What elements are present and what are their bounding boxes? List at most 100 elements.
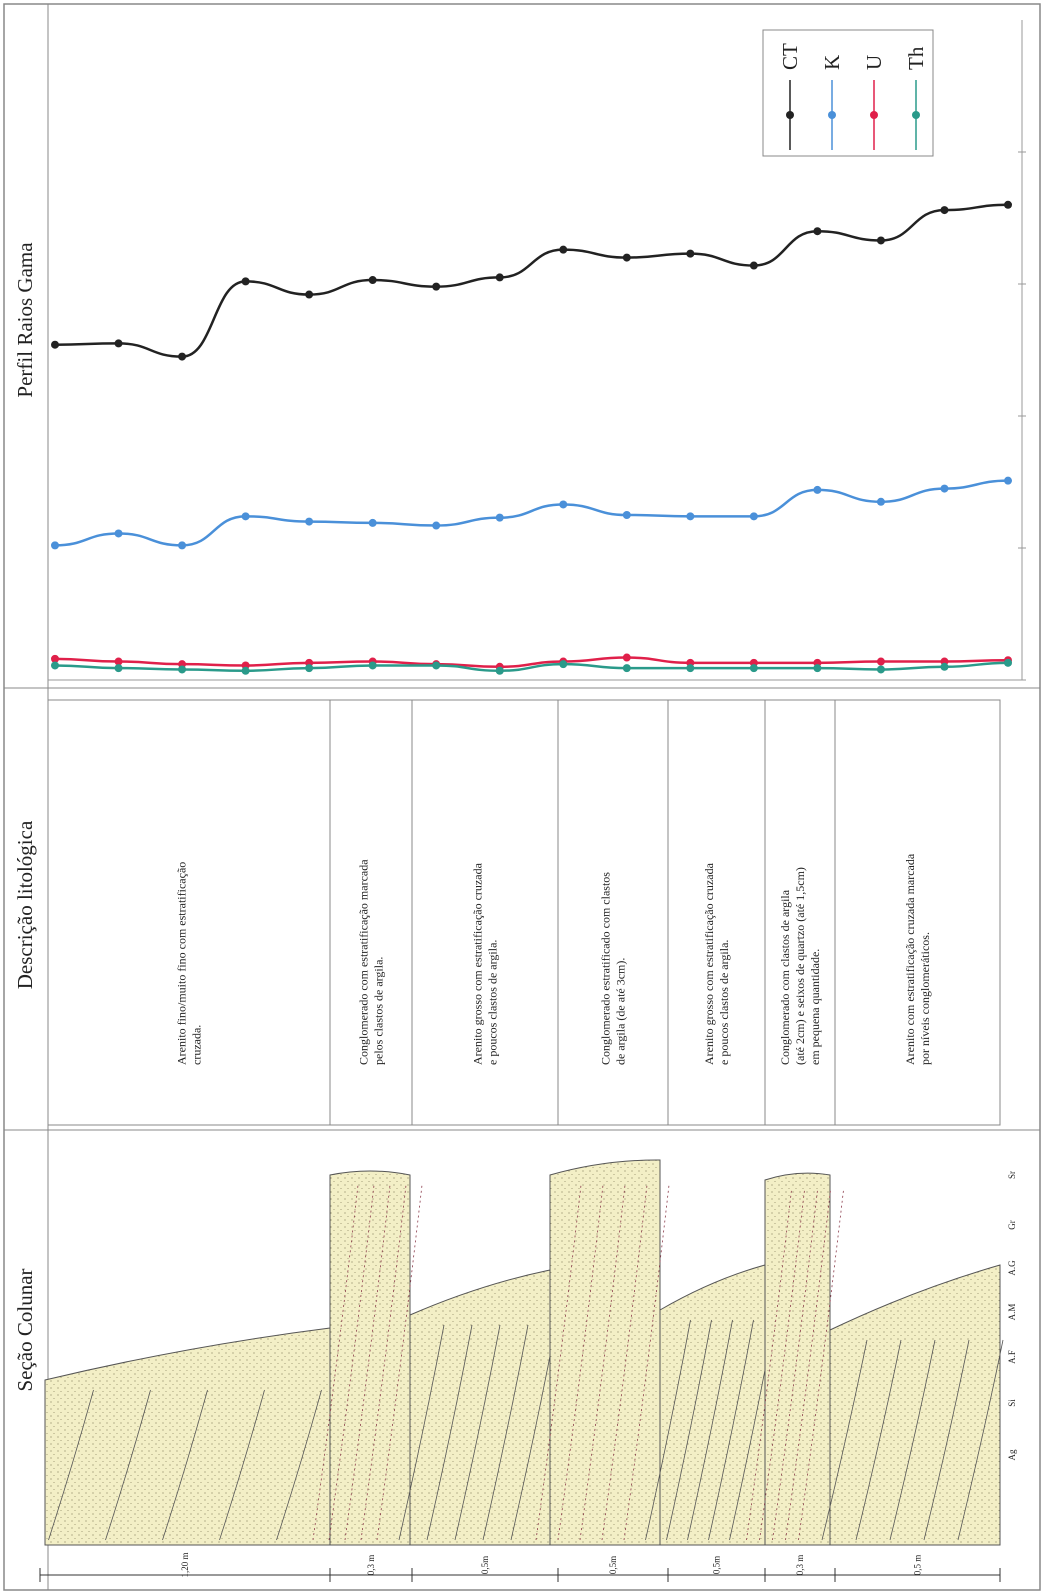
data-point xyxy=(368,661,377,670)
data-point xyxy=(114,664,123,673)
data-point xyxy=(622,511,631,519)
data-point xyxy=(1004,476,1012,485)
data-point xyxy=(495,666,504,675)
description-line: Conglomerado estratificado com clastos xyxy=(599,872,613,1065)
data-point xyxy=(622,664,631,673)
series-line xyxy=(54,661,1009,673)
data-point xyxy=(51,661,59,670)
cross-bed xyxy=(344,1184,391,1541)
cross-bed xyxy=(398,1324,445,1541)
data-point xyxy=(876,657,885,666)
data-point xyxy=(876,236,885,245)
bed xyxy=(764,1172,831,1546)
legend-dot xyxy=(912,111,920,119)
cross-bed xyxy=(746,1189,792,1541)
description-line: e poucos clastos de argila. xyxy=(717,940,731,1065)
cross-bed xyxy=(601,1184,648,1541)
grain-size-label: Si xyxy=(1007,1399,1017,1407)
data-point xyxy=(876,665,885,674)
description-line: Arenito grosso com estratificação cruzad… xyxy=(702,862,716,1065)
data-point xyxy=(368,518,377,527)
legend-label: U xyxy=(862,55,886,70)
bed xyxy=(44,1327,331,1546)
thickness-label: 0,5m xyxy=(712,1556,722,1574)
series-line xyxy=(54,656,1009,669)
data-point xyxy=(241,666,250,675)
data-point xyxy=(114,529,123,538)
data-point xyxy=(495,513,504,522)
thickness-label: 0,3 m xyxy=(366,1555,376,1576)
data-point xyxy=(305,290,314,299)
data-point xyxy=(305,664,314,673)
cross-bed xyxy=(360,1184,407,1541)
data-point xyxy=(940,206,949,215)
cross-bed xyxy=(328,1184,375,1541)
cross-bed xyxy=(772,1189,818,1541)
grain-size-label: A.F xyxy=(1007,1350,1017,1364)
legend-label: CT xyxy=(778,43,802,70)
cross-bed xyxy=(48,1389,94,1541)
data-point xyxy=(813,485,822,494)
cross-bed xyxy=(454,1324,501,1541)
data-point xyxy=(749,664,758,673)
cross-bed xyxy=(535,1184,582,1541)
description-line: Conglomerado com clastos de argila xyxy=(778,889,792,1065)
thickness-label: 0,5m xyxy=(608,1556,618,1574)
cross-bed xyxy=(105,1389,151,1541)
data-point xyxy=(940,662,949,671)
data-point xyxy=(305,517,314,526)
data-point xyxy=(749,512,758,521)
data-point xyxy=(1004,200,1012,209)
cross-bed xyxy=(889,1339,936,1541)
data-point xyxy=(178,352,187,361)
data-point xyxy=(622,653,631,662)
cross-bed xyxy=(957,1339,1004,1541)
cross-bed xyxy=(623,1184,670,1541)
data-point xyxy=(432,661,441,670)
cross-bed xyxy=(219,1389,265,1541)
description-line: Arenito grosso com estratificação cruzad… xyxy=(471,862,485,1065)
data-point xyxy=(241,277,250,286)
description-line: em pequena quantidade. xyxy=(808,949,822,1065)
description-line: Conglomerado com estratificação marcada xyxy=(357,859,371,1065)
table-frame xyxy=(47,699,1001,1126)
data-point xyxy=(686,664,695,673)
cross-bed xyxy=(798,1189,844,1541)
bed xyxy=(409,1269,551,1546)
description-line: Arenito fino/muito fino com estratificaç… xyxy=(175,862,189,1065)
cross-bed xyxy=(482,1324,529,1541)
border xyxy=(3,3,1041,1591)
cross-bed xyxy=(666,1319,712,1541)
data-point xyxy=(51,340,59,349)
data-point xyxy=(432,521,441,530)
data-point xyxy=(178,665,187,674)
data-point xyxy=(114,657,123,666)
cross-bed xyxy=(162,1389,208,1541)
data-point xyxy=(813,664,822,673)
cross-bed xyxy=(785,1189,831,1541)
data-point xyxy=(432,282,441,291)
chart-title: Perfil Raios Gama xyxy=(13,242,37,398)
cross-bed xyxy=(923,1339,970,1541)
grain-size-label: A.G xyxy=(1007,1260,1017,1276)
bed xyxy=(659,1264,766,1546)
data-point xyxy=(559,245,568,254)
cross-bed xyxy=(645,1319,691,1541)
data-point xyxy=(114,339,123,348)
description-line: Arenito com estratificação cruzada marca… xyxy=(903,853,917,1065)
data-point xyxy=(51,541,59,550)
grain-size-label: A.M xyxy=(1007,1304,1017,1321)
thickness-label: 0,5m xyxy=(480,1556,490,1574)
data-point xyxy=(178,541,187,550)
legend-dot xyxy=(786,111,794,119)
legend-dot xyxy=(870,111,878,119)
data-point xyxy=(813,227,822,236)
data-point xyxy=(559,660,568,669)
description-line: pelos clastos de argila. xyxy=(372,957,386,1065)
data-point xyxy=(1004,658,1012,667)
cross-bed xyxy=(376,1184,423,1541)
bed xyxy=(329,1170,411,1546)
data-point xyxy=(686,512,695,521)
grain-size-label: Ag xyxy=(1007,1449,1017,1460)
